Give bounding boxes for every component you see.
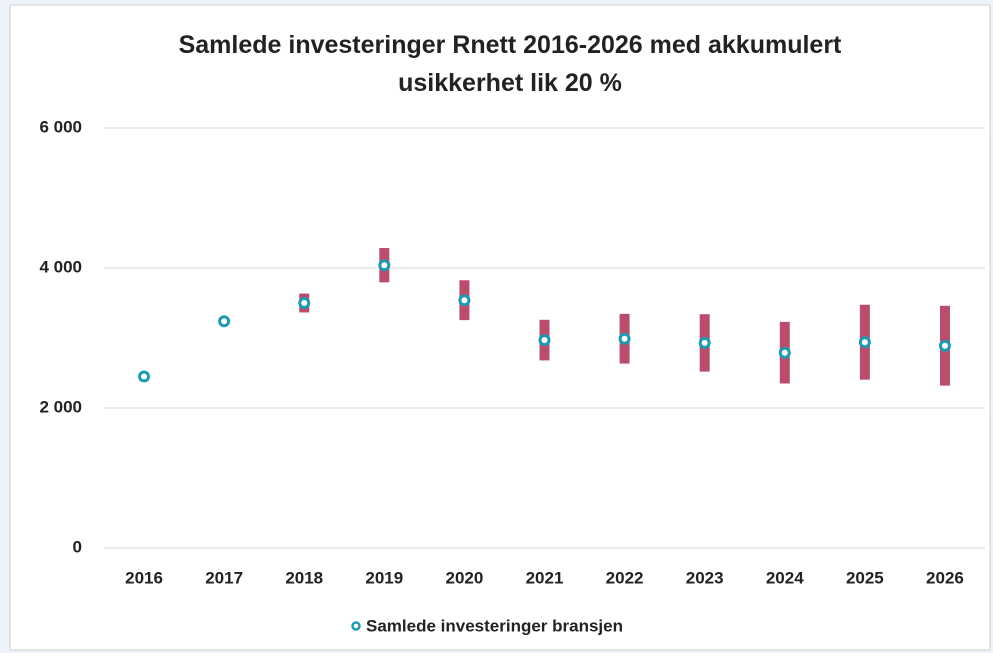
data-point bbox=[138, 370, 151, 383]
x-tick-label: 2018 bbox=[285, 568, 323, 587]
legend-marker bbox=[351, 621, 361, 631]
x-tick-label: 2023 bbox=[686, 568, 724, 587]
data-point bbox=[618, 332, 631, 345]
y-tick-label: 2 000 bbox=[39, 397, 82, 416]
data-point bbox=[938, 339, 951, 352]
data-point bbox=[218, 315, 231, 328]
x-tick-label: 2016 bbox=[125, 568, 163, 587]
data-point bbox=[298, 297, 311, 309]
chart-frame bbox=[9, 4, 991, 651]
data-point bbox=[458, 294, 471, 307]
x-tick-label: 2020 bbox=[445, 568, 483, 587]
data-point bbox=[538, 334, 551, 347]
y-tick-label: 6 000 bbox=[39, 117, 82, 136]
x-tick-label: 2026 bbox=[926, 568, 964, 587]
x-tick-label: 2025 bbox=[846, 568, 884, 587]
data-point bbox=[858, 336, 871, 349]
y-tick-label: 0 bbox=[73, 537, 82, 556]
legend-label: Samlede investeringer bransjen bbox=[366, 616, 623, 635]
data-point bbox=[378, 259, 391, 272]
x-tick-label: 2024 bbox=[766, 568, 804, 587]
y-tick-label: 4 000 bbox=[39, 257, 82, 276]
data-point bbox=[778, 346, 791, 359]
x-tick-label: 2017 bbox=[205, 568, 243, 587]
x-tick-label: 2022 bbox=[606, 568, 644, 587]
chart-title-line-1: Samlede investeringer Rnett 2016-2026 me… bbox=[179, 31, 842, 97]
x-tick-label: 2021 bbox=[526, 568, 564, 587]
x-tick-label: 2019 bbox=[365, 568, 403, 587]
data-point bbox=[698, 336, 711, 349]
